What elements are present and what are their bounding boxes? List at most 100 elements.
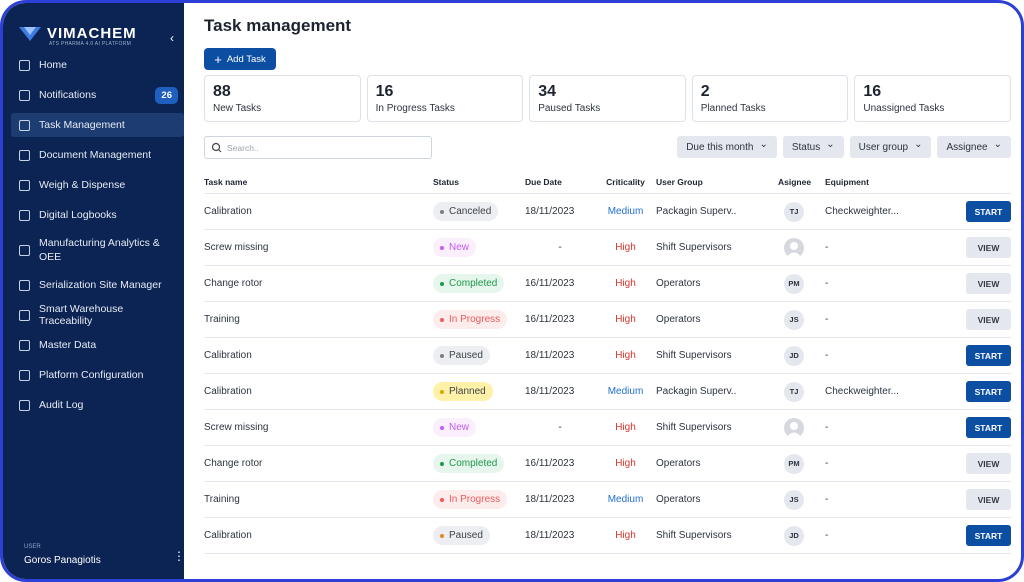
assignee-cell: JS	[778, 309, 825, 330]
user-group: Packagin Superv..	[656, 386, 737, 397]
user-group: Operators	[656, 278, 701, 289]
collapse-button[interactable]: ‹	[170, 31, 174, 45]
assignee-cell: PM	[778, 453, 825, 474]
nav-icon	[19, 149, 30, 161]
action-button[interactable]: VIEW	[966, 309, 1011, 330]
nav-item[interactable]: Audit Log	[11, 393, 184, 417]
plus-icon: +	[214, 51, 222, 67]
assignee-cell: JD	[778, 525, 825, 546]
nav-item[interactable]: Manufacturing Analytics & OEE	[11, 233, 184, 267]
stat-label: Planned Tasks	[700, 103, 766, 114]
nav-label: Manufacturing Analytics & OEE	[39, 237, 160, 263]
assignee-cell	[778, 237, 825, 258]
nav-icon	[19, 309, 30, 321]
stat-card[interactable]: 2 Planned Tasks	[691, 75, 849, 122]
equipment: Checkweighter...	[825, 206, 899, 217]
search-box[interactable]: Search..	[204, 136, 432, 159]
status-pill: Canceled	[433, 202, 499, 221]
chevron: ⌄	[993, 139, 1002, 150]
nav-item[interactable]: Smart Warehouse Traceability	[11, 303, 184, 327]
criticality: High	[615, 314, 636, 325]
filter-dropdown[interactable]: Status ⌄	[782, 136, 844, 158]
action-button[interactable]: START	[966, 201, 1011, 222]
table-row: Calibration Paused 18/11/2023 High Shift Sup…	[204, 338, 1011, 374]
add-task-button[interactable]: + Add Task	[204, 48, 276, 70]
column-header: User Group	[656, 177, 703, 187]
assignee-cell: PM	[778, 273, 825, 294]
status-cell: Canceled	[433, 202, 525, 221]
filter-dropdown[interactable]: User group ⌄	[849, 136, 932, 158]
status-pill: New	[433, 418, 477, 437]
stat-value: 2	[700, 83, 710, 100]
status-dot	[440, 497, 444, 502]
stat-label: Unassigned Tasks	[863, 103, 945, 114]
due-date: 16/11/2023	[525, 278, 575, 289]
action-button[interactable]: VIEW	[966, 237, 1011, 258]
chevron: ⌄	[826, 139, 835, 150]
action-button[interactable]: START	[966, 525, 1011, 546]
assignee-cell: JD	[778, 345, 825, 366]
nav-icon	[19, 339, 30, 351]
nav-icon	[19, 369, 30, 381]
nav-item[interactable]: Task Management	[11, 113, 184, 137]
equipment: -	[825, 422, 829, 433]
filter-dropdown[interactable]: Assignee ⌄	[937, 136, 1011, 158]
action-button[interactable]: VIEW	[966, 489, 1011, 510]
nav-item[interactable]: Weigh & Dispense	[11, 173, 184, 197]
nav-item[interactable]: Master Data	[11, 333, 184, 357]
stat-card[interactable]: 16 In Progress Tasks	[366, 75, 524, 122]
table-row: Training In Progress 16/11/2023 High Operato…	[204, 302, 1011, 338]
status-label: Completed	[449, 458, 498, 469]
task-name: Calibration	[204, 530, 252, 541]
status-pill: Paused	[433, 526, 490, 545]
action-button[interactable]: START	[966, 381, 1011, 402]
stat-card[interactable]: 34 Paused Tasks	[529, 75, 686, 122]
criticality: Medium	[607, 494, 644, 505]
nav-item[interactable]: Digital Logbooks	[11, 203, 184, 227]
due-date: -	[558, 422, 562, 433]
nav-item[interactable]: Home	[11, 53, 184, 77]
table-row: Calibration Paused 18/11/2023 High Shift Sup…	[204, 518, 1011, 554]
filter-dropdown[interactable]: Due this month ⌄	[677, 136, 777, 158]
criticality: Medium	[607, 386, 644, 397]
equipment: -	[825, 458, 829, 469]
table-row: Change rotor Completed 16/11/2023 High Opera…	[204, 266, 1011, 302]
table-row: Calibration Canceled 18/11/2023 Medium Packa…	[204, 194, 1011, 230]
search-icon	[211, 142, 222, 152]
nav-item[interactable]: Notifications 26	[11, 83, 184, 107]
person-icon	[786, 421, 802, 438]
column-header: Equipment	[825, 177, 869, 187]
user-group: Operators	[656, 314, 701, 325]
due-date: 16/11/2023	[525, 314, 575, 325]
nav-item[interactable]: Serialization Site Manager	[11, 273, 184, 297]
filter-label: User group	[858, 141, 909, 153]
avatar: TJ	[784, 381, 804, 402]
task-name: Change rotor	[204, 278, 263, 289]
criticality: High	[615, 278, 636, 289]
nav-item[interactable]: Platform Configuration	[11, 363, 184, 387]
search-placeholder: Search..	[227, 142, 259, 153]
status-cell: In Progress	[433, 490, 525, 509]
nav-label: Audit Log	[39, 399, 84, 411]
assignee-cell	[778, 417, 825, 438]
criticality: High	[615, 350, 636, 361]
action-button[interactable]: START	[966, 345, 1011, 366]
page-title: Task management	[204, 16, 352, 35]
column-header: Task name	[204, 177, 248, 187]
stat-value: 34	[538, 83, 556, 100]
user-group: Shift Supervisors	[656, 422, 732, 433]
nav-label: Task Management	[39, 119, 125, 131]
nav-label: Master Data	[39, 339, 97, 351]
action-button[interactable]: VIEW	[966, 453, 1011, 474]
logo: VIMACHEM	[19, 25, 137, 42]
table-row: Training In Progress 18/11/2023 Medium Opera…	[204, 482, 1011, 518]
user-menu[interactable]: ⋮	[173, 549, 185, 563]
stat-card[interactable]: 88 New Tasks	[204, 75, 361, 122]
user-group: Packagin Superv..	[656, 206, 737, 217]
stat-card[interactable]: 16 Unassigned Tasks	[854, 75, 1011, 122]
action-button[interactable]: START	[966, 417, 1011, 438]
action-button[interactable]: VIEW	[966, 273, 1011, 294]
nav-item[interactable]: Document Management	[11, 143, 184, 167]
column-header: Status	[433, 177, 459, 187]
